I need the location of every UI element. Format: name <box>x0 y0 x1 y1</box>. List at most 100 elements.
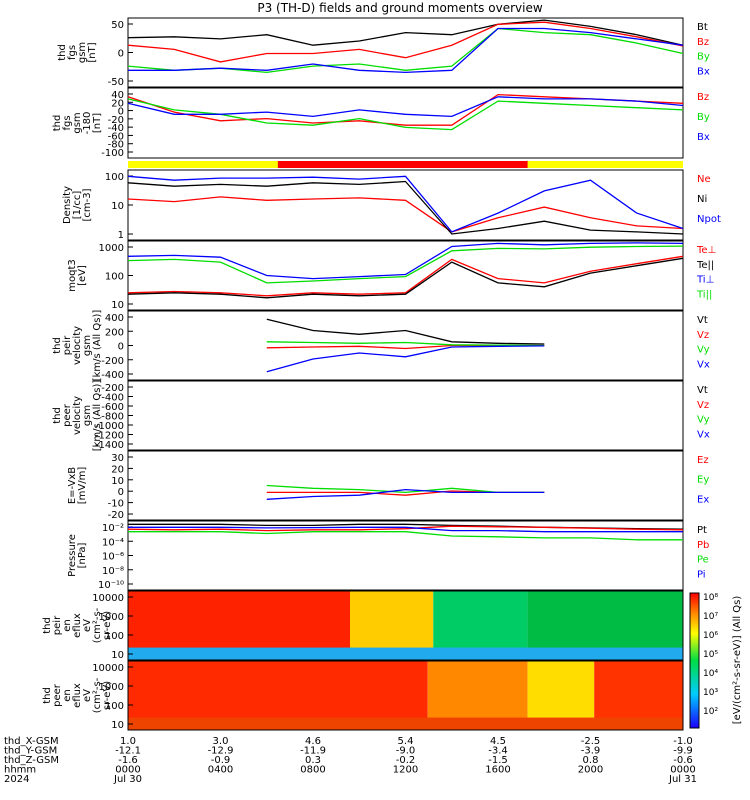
ytick-label: 20 <box>111 464 124 475</box>
ylabel-line: eV <box>82 689 93 702</box>
ylabel-line: Pressure <box>67 534 78 577</box>
xrow-value: Jul 30 <box>113 774 142 785</box>
legend-Vx: Vx <box>697 429 710 440</box>
panel-p10: 10000 1000 100 10 thdpeerenefluxeV(cm²-s-sr-… <box>42 660 684 731</box>
panel-p1: 50 0 -50 thdfgsgsm[nT] Bt Bz By Bx <box>57 17 710 88</box>
ytick-label: 10000 <box>92 593 124 604</box>
colorbar: 10⁸ 10⁷ 10⁶ 10⁵ 10⁴ 10³ 10² [eV/(cm²-s-sr-eV)] … <box>689 592 743 729</box>
series-line-Ey <box>266 484 545 494</box>
series-line-Npot <box>127 175 684 233</box>
ytick-label: 100 <box>105 631 124 642</box>
xrow-value: -9.0 <box>396 746 416 757</box>
colorbar-label: [eV/(cm²-s-sr-eV)] (All Qs) <box>732 596 743 725</box>
xrow-value: -0.6 <box>673 755 693 766</box>
ylabel-line: (cm²-s- <box>92 677 103 713</box>
panel-p9: 10000 1000 100 10 thdpeirenefluxeV(cm²-s-sr-… <box>42 590 684 661</box>
legend-Vy: Vy <box>697 345 710 356</box>
series-line-Vt <box>266 318 545 345</box>
ytick-label: 0 <box>118 49 124 60</box>
ylabel-line: Density <box>62 186 73 224</box>
ylabel-line: sr-eV) <box>102 681 113 710</box>
xrow-name: 2024 <box>4 774 29 785</box>
xrow-value: 0.3 <box>305 755 321 766</box>
ytick-label: 40 <box>111 90 124 101</box>
ylabel-line: en <box>62 689 73 702</box>
legend-By: By <box>697 112 710 123</box>
legend-Bx: Bx <box>697 132 710 143</box>
xrow-value: -11.9 <box>300 746 326 757</box>
ylabel-line: [cm-3] <box>82 188 93 221</box>
ylabel: thdfgsgsm[nT] <box>57 42 98 63</box>
xrow-value: 0000 <box>115 765 140 776</box>
ylabel-line: peir <box>52 615 63 635</box>
legend-Te⊥: Te⊥ <box>696 245 716 256</box>
ytick-label: -60 <box>108 131 124 142</box>
ytick-label: 10 <box>111 476 124 487</box>
series-line-Bt <box>127 19 684 46</box>
ytick-label: -200 <box>101 356 124 367</box>
ylabel-line: [mV/m] <box>77 467 88 505</box>
ylabel-line: velocity <box>72 326 83 365</box>
xrow-value: 1200 <box>393 765 418 776</box>
ytick-label: -200 <box>101 383 124 394</box>
ylabel: E=-VxB[mV/m] <box>67 467 88 505</box>
ylabel-line: peir <box>62 335 73 355</box>
colorbar-tick: 10⁶ <box>703 631 718 641</box>
legend-Ex: Ex <box>697 494 709 505</box>
xrow-value: 3.0 <box>213 736 229 747</box>
ytick-label: 0 <box>118 342 124 353</box>
series-line-Pe <box>128 531 683 541</box>
ytick-label: 10 <box>111 650 124 661</box>
xrow-value: 5.4 <box>398 736 414 747</box>
ytick-label: 10⁻⁶ <box>102 552 124 563</box>
ytick-label: -600 <box>101 402 124 413</box>
ylabel-line: thd <box>42 687 53 704</box>
legend-Bt: Bt <box>697 22 708 33</box>
xrow-value: -1.6 <box>118 755 138 766</box>
xrow-value: -3.4 <box>488 746 508 757</box>
colorbar-tick: 10³ <box>703 688 718 698</box>
xrow-value: Jul 31 <box>668 774 697 785</box>
ylabel-line: eflux <box>72 683 83 708</box>
legend-Pt: Pt <box>697 525 707 536</box>
series-line-Bx <box>128 27 684 74</box>
xrow-value: -3.9 <box>581 746 601 757</box>
legend-Ti||: Ti|| <box>696 289 712 300</box>
xrow-value: -0.9 <box>211 755 231 766</box>
ytick-label: 100 <box>105 172 124 183</box>
legend-Bz: Bz <box>697 92 709 103</box>
ylabel-line: E=-VxB <box>67 467 78 504</box>
ytick-label: 1000 <box>99 243 124 254</box>
panel-frame <box>127 660 684 731</box>
ytick-label: 10 <box>111 300 124 311</box>
ylabel-line: [nT] <box>87 42 98 62</box>
mode-bar-red <box>277 161 528 168</box>
ytick-label: -800 <box>101 412 124 423</box>
xrow-name: thd_X-GSM <box>4 736 59 747</box>
legend-Pb: Pb <box>697 540 709 551</box>
xrow-value: 4.5 <box>490 736 506 747</box>
legend-Vz: Vz <box>697 400 709 411</box>
ylabel-line: thd <box>57 44 68 61</box>
xrow-name: thd_Y-GSM <box>4 746 57 757</box>
xrow-value: -12.9 <box>208 746 234 757</box>
panel-frame <box>127 87 684 159</box>
series-line-Ne <box>127 196 684 233</box>
ylabel-line: fgs <box>67 45 78 60</box>
series-line-Pi <box>128 526 683 533</box>
ytick-label: 10⁻¹⁰ <box>98 580 124 591</box>
ytick-label: -1200 <box>95 431 124 442</box>
colorbar-tick: 10⁵ <box>703 650 718 660</box>
series-line-Vy <box>266 341 545 347</box>
ylabel-line: eflux <box>72 613 83 638</box>
panel-p6: -200-400-600-800-1000-1200-1400thdpeerve… <box>52 380 710 452</box>
ylabel-line: gsm <box>72 112 83 133</box>
ytick-label: 1000 <box>99 612 124 623</box>
ylabel-line: thd <box>52 407 63 424</box>
xrow-value: 0000 <box>670 765 695 776</box>
series-line-Ex <box>266 488 545 500</box>
legend-Bx: Bx <box>697 66 710 77</box>
